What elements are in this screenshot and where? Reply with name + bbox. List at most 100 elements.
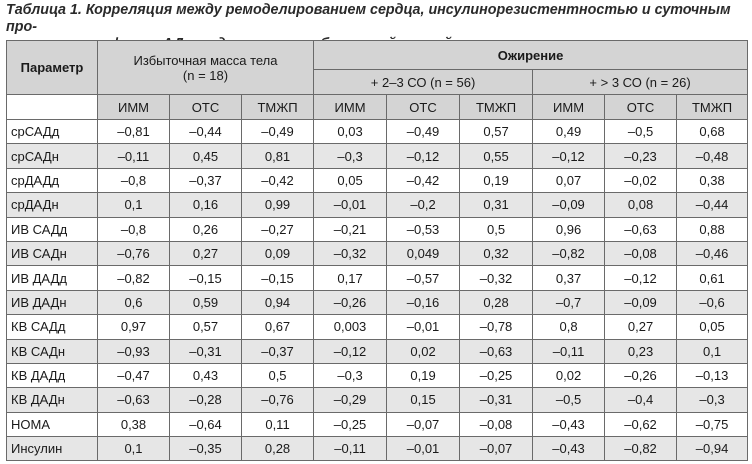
column-header: ТМЖП xyxy=(676,94,749,120)
table-cell: –0,3 xyxy=(313,362,388,389)
table-cell: 0,81 xyxy=(240,143,315,169)
table-cell: –0,53 xyxy=(386,216,461,242)
table-row: Инсулин 0,1 –0,35 0,28 –0,11 –0,01 –0,07 –0,43–… xyxy=(6,436,749,462)
table-cell: 0,1 xyxy=(97,436,170,462)
table-row: КВ САДд 0,97 0,57 0,67 0,003 –0,01 –0,78 0,8 0,2… xyxy=(6,314,749,340)
table-cell: –0,31 xyxy=(459,387,534,413)
row-parameter: Инсулин xyxy=(6,436,98,462)
table-cell: 0,09 xyxy=(240,240,315,267)
row-parameter: срСАДд xyxy=(6,118,98,145)
table-row: срДАДд –0,8 –0,37 –0,42 0,05 –0,42 0,19 0,07 –0,… xyxy=(6,167,749,194)
table-cell: –0,7 xyxy=(532,289,606,316)
table-cell: 0,049 xyxy=(386,240,461,267)
table-cell: –0,64 xyxy=(169,411,242,438)
column-header: ОТС xyxy=(604,94,678,120)
table-row: срСАДд –0,81 –0,44 –0,49 0,03 –0,49 0,57 0,49 –0… xyxy=(6,118,749,145)
table-header: Параметр Избыточная масса тела (n = 18) … xyxy=(6,40,749,120)
column-header: ИММ xyxy=(532,94,606,120)
table-cell: 0,68 xyxy=(676,118,749,145)
table-cell: –0,01 xyxy=(386,436,461,462)
table-cell: –0,26 xyxy=(604,362,678,389)
table-cell: –0,25 xyxy=(313,411,388,438)
table-cell: 0,23 xyxy=(604,338,678,364)
column-header: ОТС xyxy=(386,94,461,120)
column-header: ТМЖП xyxy=(240,94,315,120)
row-parameter: КВ САДн xyxy=(6,338,98,364)
table-cell: 0,38 xyxy=(97,411,170,438)
table-cell: –0,11 xyxy=(313,436,388,462)
table-cell: –0,37 xyxy=(169,167,242,194)
table-cell: –0,2 xyxy=(386,192,461,218)
table-cell: –0,82 xyxy=(97,265,170,291)
table-cell: –0,44 xyxy=(169,118,242,145)
table-cell: –0,57 xyxy=(386,265,461,291)
table-cell: –0,76 xyxy=(240,387,315,413)
table-cell: 0,96 xyxy=(532,216,606,242)
table-cell: –0,6 xyxy=(676,289,749,316)
table-cell: 0,11 xyxy=(240,411,315,438)
table-cell: 0,32 xyxy=(459,240,534,267)
table-cell: 0,57 xyxy=(169,314,242,340)
table-cell: –0,32 xyxy=(459,265,534,291)
column-header: ТМЖП xyxy=(459,94,534,120)
table-cell: –0,08 xyxy=(459,411,534,438)
table-row: ИВ ДАДн 0,6 0,59 0,94 –0,26 –0,16 0,28 –0,7 –0,0… xyxy=(6,289,749,316)
table-cell: 0,5 xyxy=(459,216,534,242)
table-cell: 0,16 xyxy=(169,192,242,218)
table-row: КВ ДАДд –0,47 0,43 0,5 –0,3 0,19 –0,25 0,02 –0,2… xyxy=(6,362,749,389)
table-cell: 0,07 xyxy=(532,167,606,194)
table-cell: –0,75 xyxy=(676,411,749,438)
table-cell: –0,13 xyxy=(676,362,749,389)
table-cell: –0,01 xyxy=(313,192,388,218)
table-cell: –0,11 xyxy=(97,143,170,169)
table-cell: –0,42 xyxy=(386,167,461,194)
table-cell: –0,43 xyxy=(532,411,606,438)
table-cell: –0,8 xyxy=(97,167,170,194)
table-cell: –0,35 xyxy=(169,436,242,462)
row-parameter: срДАДн xyxy=(6,192,98,218)
obesity-subgroup-3-sd: + > 3 СО (n = 26) xyxy=(532,69,749,95)
table-cell: –0,08 xyxy=(604,240,678,267)
table-cell: –0,28 xyxy=(169,387,242,413)
row-parameter: срДАДд xyxy=(6,167,98,194)
table-cell: 0,1 xyxy=(97,192,170,218)
table-cell: 0,61 xyxy=(676,265,749,291)
table-cell: –0,15 xyxy=(169,265,242,291)
table-cell: 0,43 xyxy=(169,362,242,389)
table-cell: –0,62 xyxy=(604,411,678,438)
table-cell: –0,82 xyxy=(604,436,678,462)
table-cell: –0,01 xyxy=(386,314,461,340)
table-cell: –0,12 xyxy=(313,338,388,364)
table-cell: –0,93 xyxy=(97,338,170,364)
table-cell: 0,49 xyxy=(532,118,606,145)
table-cell: 0,94 xyxy=(240,289,315,316)
table-cell: –0,26 xyxy=(313,289,388,316)
table-cell: 0,003 xyxy=(313,314,388,340)
table-cell: 0,37 xyxy=(532,265,606,291)
table-cell: –0,76 xyxy=(97,240,170,267)
row-parameter: ИВ САДд xyxy=(6,216,98,242)
table-cell: 0,67 xyxy=(240,314,315,340)
table-row: ИВ ДАДд –0,82 –0,15 –0,15 0,17 –0,57 –0,32 0,37… xyxy=(6,265,749,291)
table-cell: 0,6 xyxy=(97,289,170,316)
table-cell: 0,02 xyxy=(386,338,461,364)
overweight-group-header: Избыточная масса тела (n = 18) xyxy=(96,40,315,95)
table-cell: –0,27 xyxy=(240,216,315,242)
table-cell: –0,46 xyxy=(676,240,749,267)
table-cell: –0,4 xyxy=(604,387,678,413)
row-parameter: HOMA xyxy=(6,411,98,438)
caption-line-1: Таблица 1. Корреляция между ремоделирова… xyxy=(6,2,731,35)
table-cell: 0,02 xyxy=(532,362,606,389)
obesity-subgroup-2-3-sd: + 2–3 СО (n = 56) xyxy=(313,69,534,95)
table-cell: 0,27 xyxy=(169,240,242,267)
table-cell: 0,19 xyxy=(459,167,534,194)
table-cell: 0,59 xyxy=(169,289,242,316)
row-parameter: ИВ САДн xyxy=(6,240,98,267)
table-cell: –0,12 xyxy=(532,143,606,169)
table-body: срСАДд –0,81 –0,44 –0,49 0,03 –0,49 0,57 0,49 –0… xyxy=(6,118,749,462)
table-cell: 0,88 xyxy=(676,216,749,242)
table-cell: –0,94 xyxy=(676,436,749,462)
column-header: ОТС xyxy=(169,94,242,120)
table-cell: –0,5 xyxy=(604,118,678,145)
table-cell: –0,63 xyxy=(97,387,170,413)
